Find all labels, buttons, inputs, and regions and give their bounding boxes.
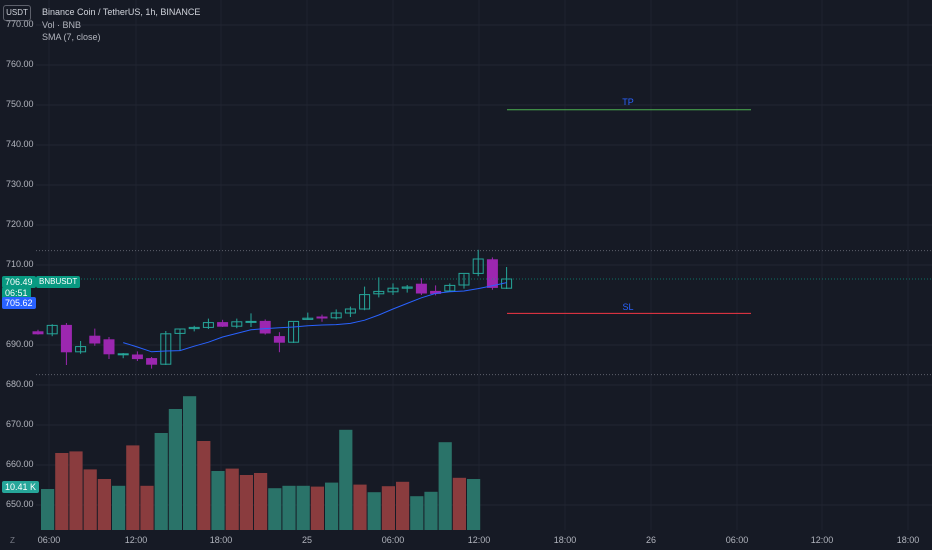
price-axis-label: 770.00 — [6, 19, 34, 29]
volume-bar — [310, 486, 324, 530]
volume-bar — [69, 451, 83, 530]
candle-body — [486, 259, 498, 288]
volume-bar — [225, 468, 239, 530]
time-axis-label: 12:00 — [810, 535, 834, 545]
candle-body — [373, 290, 385, 295]
time-axis-label: 06:00 — [37, 535, 61, 545]
price-axis-label: 760.00 — [6, 59, 34, 69]
volume-bar — [424, 491, 438, 530]
candle-body — [273, 336, 285, 343]
volume-bar — [452, 477, 466, 530]
candle-body — [359, 294, 371, 310]
timezone-icon[interactable]: Z — [10, 536, 15, 545]
volume-bar — [197, 441, 211, 530]
time-axis-label: 18:00 — [209, 535, 233, 545]
volume-bar — [183, 396, 197, 530]
candle-body — [444, 284, 456, 292]
sl-label[interactable]: SL — [622, 302, 634, 312]
volume-bar — [367, 492, 381, 530]
candle-body — [46, 324, 58, 335]
sma-legend: SMA (7, close) — [42, 32, 101, 42]
volume-bar — [268, 488, 282, 530]
volume-bar — [41, 489, 55, 530]
candle-body — [316, 316, 328, 319]
candle-body — [32, 331, 44, 335]
volume-bar — [154, 433, 168, 530]
volume-bar — [55, 453, 69, 530]
volume-legend: Vol · BNB — [42, 20, 82, 30]
volume-bar — [97, 479, 111, 530]
volume-bar — [325, 482, 339, 530]
candle-body — [344, 308, 356, 314]
price-axis-label: 750.00 — [6, 99, 34, 109]
time-axis-label: 26 — [645, 535, 657, 545]
currency-button[interactable]: USDT — [3, 5, 31, 21]
sma-value-badge: 705.62 — [2, 297, 36, 309]
candle-body — [103, 339, 115, 355]
time-axis-label: 12:00 — [467, 535, 491, 545]
volume-bar — [83, 469, 97, 530]
candle-body — [188, 326, 200, 330]
volume-bar — [467, 479, 481, 530]
time-axis-label: 06:00 — [381, 535, 405, 545]
volume-bar — [438, 442, 452, 530]
price-axis-label: 690.00 — [6, 339, 34, 349]
time-axis-label: 06:00 — [725, 535, 749, 545]
time-axis-label: 25 — [301, 535, 313, 545]
candle-body — [401, 286, 413, 289]
candle-body — [245, 320, 257, 323]
countdown-badge: 06:51 — [2, 287, 31, 299]
last-price-badge: 706.49 — [2, 276, 36, 288]
volume-bar — [211, 471, 225, 530]
volume-bar — [296, 485, 310, 530]
price-axis-label: 660.00 — [6, 459, 34, 469]
candle-body — [387, 287, 399, 293]
volume-badge: 10.41 K — [2, 481, 40, 493]
candle-body — [160, 333, 172, 365]
candle-body — [60, 324, 72, 353]
candle-body — [302, 317, 314, 320]
candle-body — [89, 335, 101, 344]
volume-bar — [410, 496, 424, 530]
candle-body — [472, 258, 484, 274]
volume-bar — [140, 485, 154, 530]
sma-line — [123, 282, 507, 353]
candle-body — [217, 322, 229, 327]
tp-label[interactable]: TP — [622, 97, 634, 107]
price-axis-label: 730.00 — [6, 179, 34, 189]
symbol-badge: BNBUSDT — [36, 276, 81, 288]
price-axis-label: 710.00 — [6, 259, 34, 269]
time-axis-label: 18:00 — [896, 535, 920, 545]
volume-bar — [339, 429, 353, 530]
candle-body — [231, 321, 243, 327]
price-axis-label: 670.00 — [6, 419, 34, 429]
price-axis-label: 680.00 — [6, 379, 34, 389]
volume-bar — [396, 481, 410, 530]
chart-title: Binance Coin / TetherUS, 1h, BINANCE — [42, 7, 201, 17]
price-axis-label: 650.00 — [6, 499, 34, 509]
candle-body — [202, 322, 214, 328]
volume-bar — [282, 485, 296, 530]
candle-body — [75, 346, 87, 353]
volume-bar — [381, 486, 395, 530]
price-axis-label: 720.00 — [6, 219, 34, 229]
candle-body — [330, 312, 342, 319]
candle-body — [146, 358, 158, 365]
volume-bar — [112, 485, 126, 530]
candle-body — [174, 328, 186, 334]
candle-body — [117, 353, 129, 356]
volume-bar — [254, 473, 268, 530]
candle-body — [259, 320, 271, 334]
volume-bar — [168, 409, 182, 530]
candle-body — [288, 320, 300, 343]
candle-body — [415, 283, 427, 294]
time-axis-label: 12:00 — [124, 535, 148, 545]
volume-bar — [239, 475, 253, 530]
time-axis-label: 18:00 — [553, 535, 577, 545]
price-axis-label: 740.00 — [6, 139, 34, 149]
candle-body — [131, 354, 143, 360]
volume-bar — [126, 445, 140, 530]
volume-bar — [353, 484, 367, 530]
